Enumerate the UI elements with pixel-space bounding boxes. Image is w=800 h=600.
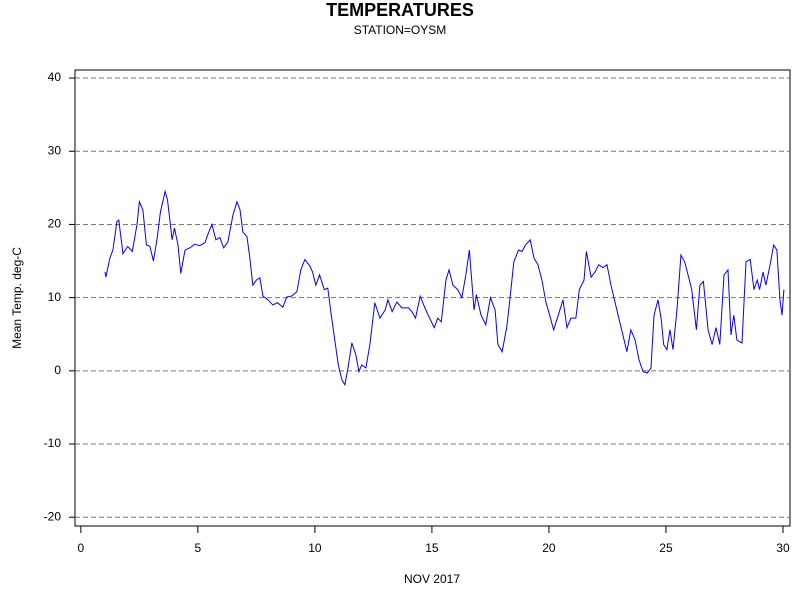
x-tick-label: 30 — [776, 541, 790, 555]
y-tick-label: -20 — [44, 509, 62, 523]
y-tick-label: -10 — [44, 436, 62, 450]
y-tick-label: 20 — [48, 217, 62, 231]
chart-title: TEMPERATURES — [326, 0, 474, 20]
x-tick-label: 10 — [308, 541, 322, 555]
x-axis-label: NOV 2017 — [404, 572, 460, 586]
chart-subtitle: STATION=OYSM — [354, 23, 447, 37]
x-tick-label: 15 — [425, 541, 439, 555]
y-tick-label: 30 — [48, 143, 62, 157]
y-axis-label: Mean Temp. deg-C — [10, 247, 24, 349]
x-tick-label: 0 — [78, 541, 85, 555]
y-tick-label: 0 — [54, 363, 61, 377]
y-tick-label: 10 — [48, 290, 62, 304]
data-line — [104, 189, 785, 387]
x-tick-label: 25 — [659, 541, 673, 555]
x-tick-label: 5 — [195, 541, 202, 555]
x-tick-label: 20 — [542, 541, 556, 555]
y-tick-label: 40 — [48, 70, 62, 84]
